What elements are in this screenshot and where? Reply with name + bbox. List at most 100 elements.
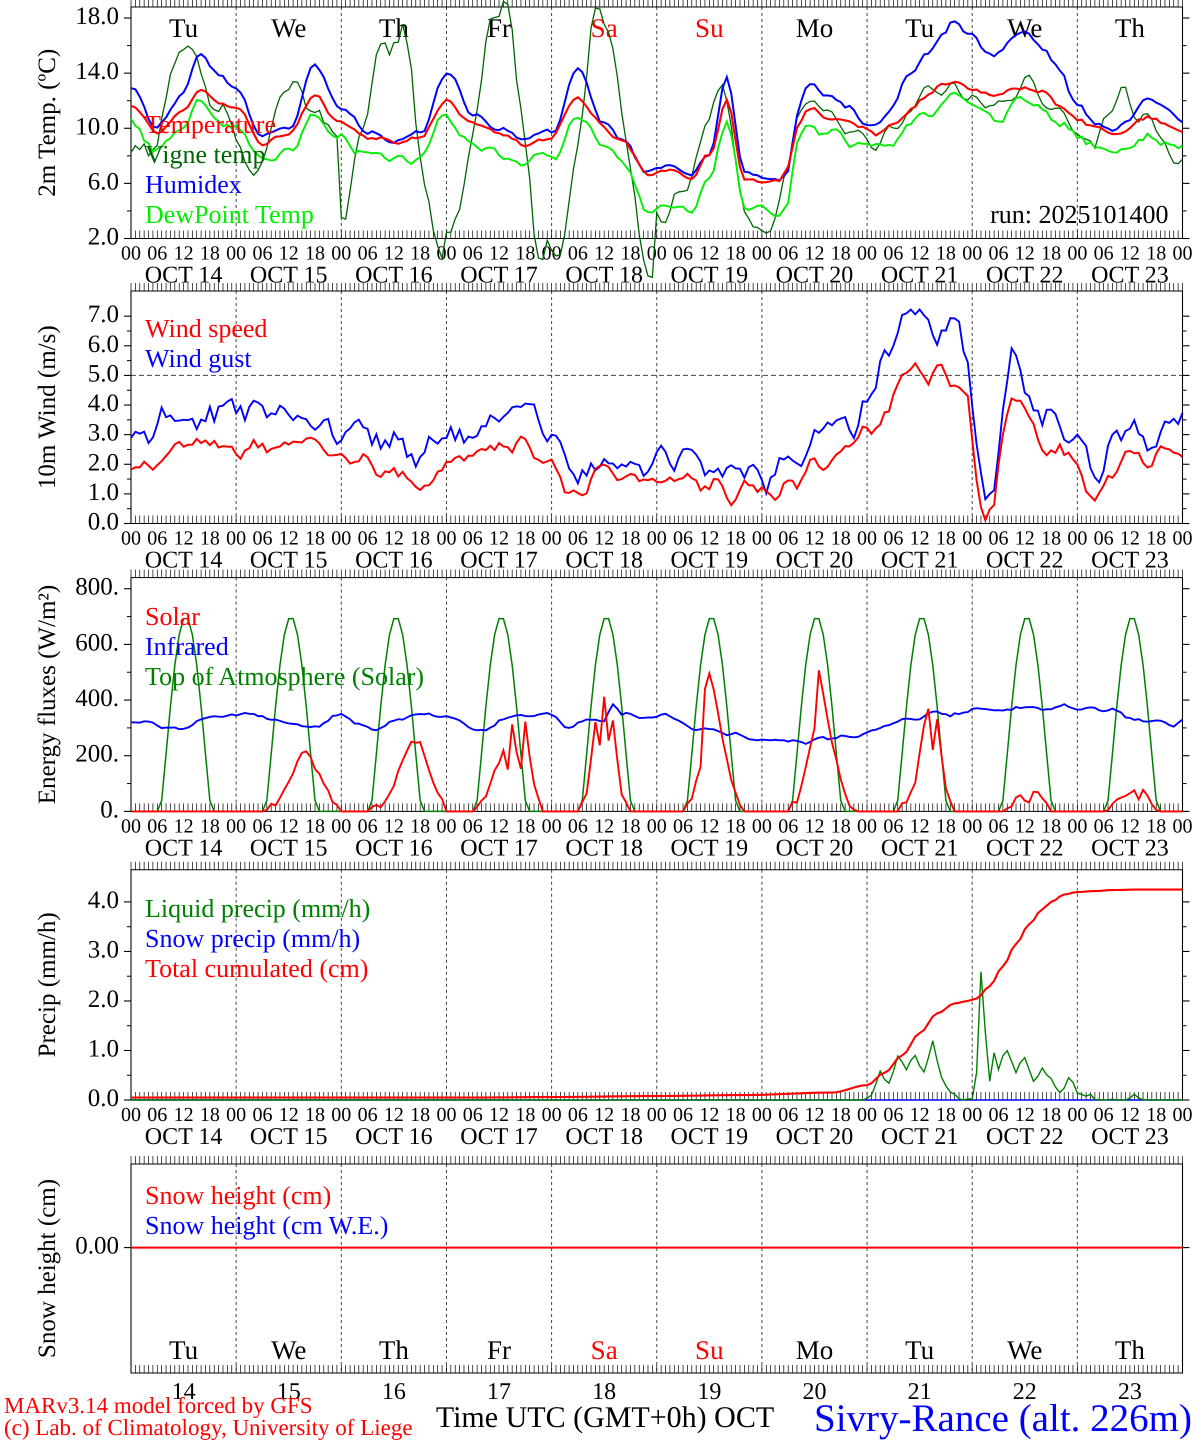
- svg-text:06: 06: [147, 528, 167, 550]
- svg-text:2.0: 2.0: [88, 449, 119, 476]
- svg-text:Energy fluxes (W/m²): Energy fluxes (W/m²): [34, 585, 61, 804]
- svg-text:06: 06: [988, 815, 1008, 837]
- svg-text:12: 12: [279, 243, 299, 265]
- svg-text:Liquid precip (mm/h): Liquid precip (mm/h): [145, 894, 370, 923]
- svg-text:00: 00: [1067, 1104, 1087, 1126]
- svg-text:06: 06: [778, 528, 798, 550]
- svg-text:OCT 22: OCT 22: [986, 1124, 1064, 1150]
- svg-text:12: 12: [910, 243, 930, 265]
- svg-text:Snow height (cm): Snow height (cm): [34, 1179, 61, 1358]
- svg-text:OCT 14: OCT 14: [145, 835, 223, 861]
- svg-text:600.: 600.: [75, 629, 119, 656]
- svg-text:06: 06: [568, 1104, 588, 1126]
- svg-text:Tu: Tu: [905, 13, 935, 43]
- svg-text:00: 00: [962, 815, 982, 837]
- svg-text:12: 12: [384, 243, 404, 265]
- svg-text:00: 00: [857, 815, 877, 837]
- svg-text:Tu: Tu: [169, 13, 199, 43]
- svg-text:00: 00: [1173, 1104, 1193, 1126]
- svg-text:Wind gust: Wind gust: [145, 344, 252, 373]
- svg-text:18: 18: [1146, 243, 1166, 265]
- svg-text:7.0: 7.0: [88, 301, 119, 328]
- svg-text:00: 00: [121, 528, 141, 550]
- svg-text:18: 18: [1041, 528, 1061, 550]
- svg-text:12: 12: [594, 815, 614, 837]
- svg-text:Sa: Sa: [591, 13, 618, 43]
- svg-text:OCT 16: OCT 16: [355, 835, 433, 861]
- svg-text:18: 18: [831, 243, 851, 265]
- svg-text:00: 00: [331, 1104, 351, 1126]
- svg-text:12: 12: [594, 528, 614, 550]
- svg-text:1.0: 1.0: [88, 479, 119, 506]
- svg-text:Humidex: Humidex: [145, 170, 242, 199]
- svg-text:00: 00: [962, 1104, 982, 1126]
- svg-text:06: 06: [147, 1104, 167, 1126]
- svg-text:OCT 22: OCT 22: [986, 835, 1064, 861]
- svg-text:00: 00: [1173, 243, 1193, 265]
- svg-text:12: 12: [384, 1104, 404, 1126]
- svg-text:0.0: 0.0: [88, 1085, 119, 1112]
- svg-text:18: 18: [831, 1104, 851, 1126]
- svg-text:06: 06: [673, 1104, 693, 1126]
- svg-text:06: 06: [673, 243, 693, 265]
- svg-text:10m Wind (m/s): 10m Wind (m/s): [34, 325, 61, 489]
- svg-text:18: 18: [200, 243, 220, 265]
- svg-text:12: 12: [699, 1104, 719, 1126]
- svg-text:06: 06: [147, 243, 167, 265]
- svg-text:00: 00: [647, 1104, 667, 1126]
- svg-text:10.0: 10.0: [75, 113, 119, 140]
- svg-text:18: 18: [515, 243, 535, 265]
- svg-text:18: 18: [936, 528, 956, 550]
- svg-text:12: 12: [1015, 243, 1035, 265]
- svg-text:OCT 21: OCT 21: [881, 1124, 959, 1150]
- svg-text:00: 00: [121, 1104, 141, 1126]
- svg-text:00: 00: [647, 815, 667, 837]
- svg-text:06: 06: [1094, 528, 1114, 550]
- svg-text:00: 00: [857, 243, 877, 265]
- svg-text:OCT 18: OCT 18: [565, 1124, 643, 1150]
- svg-text:18: 18: [200, 815, 220, 837]
- svg-text:12: 12: [699, 528, 719, 550]
- svg-text:OCT 23: OCT 23: [1091, 1124, 1169, 1150]
- svg-text:We: We: [271, 13, 306, 43]
- svg-text:OCT 20: OCT 20: [776, 1124, 854, 1150]
- svg-text:18: 18: [305, 815, 325, 837]
- svg-text:Fr: Fr: [487, 13, 511, 43]
- svg-text:18: 18: [726, 243, 746, 265]
- svg-text:06: 06: [568, 243, 588, 265]
- svg-text:12: 12: [1015, 1104, 1035, 1126]
- svg-text:12: 12: [1120, 815, 1140, 837]
- svg-text:12: 12: [910, 815, 930, 837]
- svg-text:OCT 19: OCT 19: [671, 1124, 749, 1150]
- svg-text:OCT 16: OCT 16: [355, 1124, 433, 1150]
- svg-text:OCT 17: OCT 17: [460, 1124, 538, 1150]
- svg-text:OCT 15: OCT 15: [250, 1124, 328, 1150]
- svg-text:18: 18: [1146, 528, 1166, 550]
- svg-text:06: 06: [463, 815, 483, 837]
- svg-text:18: 18: [305, 243, 325, 265]
- svg-text:06: 06: [883, 815, 903, 837]
- svg-text:We: We: [271, 1335, 306, 1365]
- svg-text:3.0: 3.0: [88, 936, 119, 963]
- svg-text:18: 18: [515, 1104, 535, 1126]
- svg-text:12: 12: [804, 1104, 824, 1126]
- svg-text:06: 06: [463, 528, 483, 550]
- svg-text:Mo: Mo: [796, 13, 834, 43]
- svg-text:12: 12: [1120, 528, 1140, 550]
- svg-text:3.0: 3.0: [88, 420, 119, 447]
- svg-text:06: 06: [358, 815, 378, 837]
- svg-text:06: 06: [673, 528, 693, 550]
- svg-text:18: 18: [1146, 815, 1166, 837]
- svg-text:18: 18: [305, 528, 325, 550]
- svg-text:06: 06: [673, 815, 693, 837]
- svg-text:00: 00: [331, 815, 351, 837]
- svg-text:12: 12: [1015, 815, 1035, 837]
- svg-text:18: 18: [936, 1104, 956, 1126]
- svg-text:12: 12: [804, 815, 824, 837]
- svg-text:400.: 400.: [75, 685, 119, 712]
- svg-text:12: 12: [174, 243, 194, 265]
- svg-text:12: 12: [489, 1104, 509, 1126]
- svg-text:(c) Lab. of Climatology, Unive: (c) Lab. of Climatology, University of L…: [4, 1415, 413, 1440]
- svg-text:06: 06: [568, 815, 588, 837]
- svg-text:06: 06: [1094, 1104, 1114, 1126]
